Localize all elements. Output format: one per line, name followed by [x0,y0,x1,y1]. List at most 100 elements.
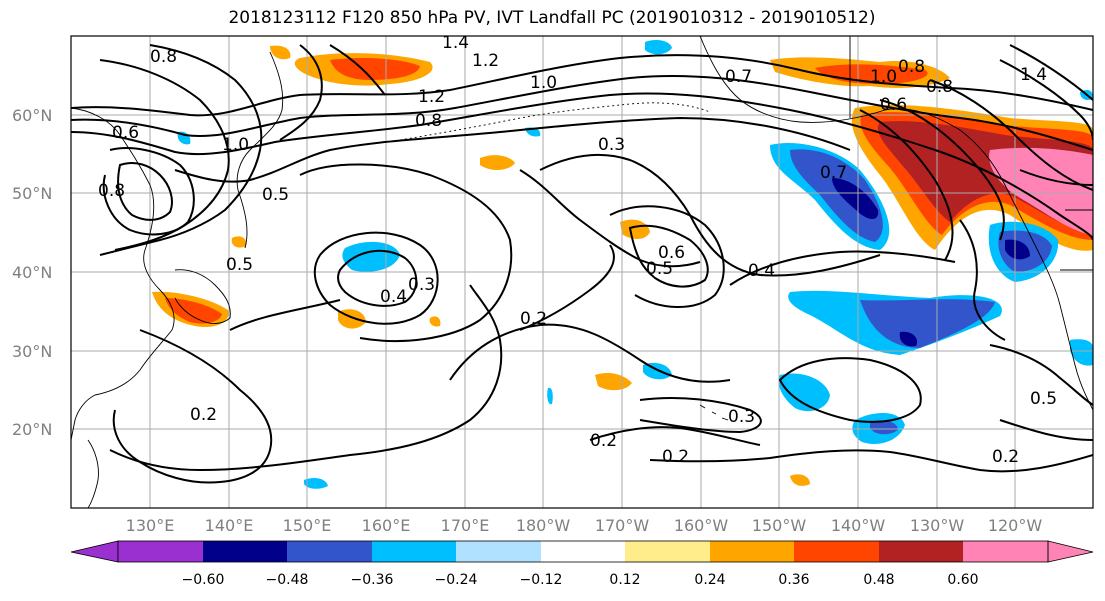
contour-label: 0.5 [262,185,289,205]
contour-label: 1.2 [418,87,445,107]
contour-28 [989,344,1093,406]
contour-label: 0.8 [415,111,442,131]
lon-label: 170°W [595,516,650,535]
contour-label: 0.5 [226,255,253,275]
contour-label: 1.0 [530,73,557,93]
contour-35 [929,79,1093,191]
contour-12 [313,231,439,325]
contour-label: 0.2 [520,309,547,329]
contour-10 [102,147,195,236]
negative-anomaly-small-2 [645,40,672,55]
colorbar-bin [372,541,456,562]
contour-26 [729,250,956,286]
lon-label: 140°W [831,516,886,535]
lon-label: 160°E [362,516,411,535]
contour-1 [71,54,1093,117]
colorbar: −0.60 −0.48 −0.36 −0.24 −0.12 0.12 0.24 … [70,540,1094,588]
negative-anomaly-gulf-alaska-mid [790,149,883,242]
contour-label: 0.3 [728,407,755,427]
map-frame [70,35,1094,509]
contour-11 [336,249,418,307]
colorbar-bin [456,541,541,562]
lat-label-40n: 40°N [12,263,52,282]
coastline-asia [71,107,175,441]
contour-label: 0.7 [725,67,752,87]
contour-21 [539,153,881,277]
lat-label-30n: 30°N [12,342,52,361]
contour-label: 0.5 [646,259,673,279]
colorbar-tick: −0.12 [520,572,563,588]
negative-anomaly-small-5 [304,478,328,489]
pv-contours [71,44,1093,484]
contour-labels: 0.8 1.4 1.2 1.0 0.7 1.0 0.8 1.4 0.6 1.0 … [98,33,1057,467]
contour-5 [99,44,263,256]
lon-label: 160°W [674,516,729,535]
colorbar-tick: 0.12 [609,572,640,588]
lon-label: 170°E [441,516,490,535]
colorbar-tick: −0.24 [435,572,478,588]
figure-title: 2018123112 F120 850 hPa PV, IVT Landfall… [228,8,876,28]
colorbar-bin [625,541,710,562]
contour-8 [329,44,386,96]
colorbar-tick: 0.48 [863,572,894,588]
contour-7 [279,44,323,141]
contour-16 [109,284,503,472]
negative-anomaly-gulf-alaska-core [832,178,879,219]
colorbar-bin [118,541,203,562]
colorbar-tick: −0.48 [266,572,309,588]
lon-label: 150°E [283,516,332,535]
colorbar-frame [117,540,1049,563]
contour-label: 0.2 [190,405,217,425]
positive-anomaly-small-2 [620,219,650,239]
contour-19 [639,397,762,434]
colorbar-bin [963,541,1048,562]
border-canada [849,36,1093,271]
contour-label: 0.4 [380,287,407,307]
lon-label: 120°W [988,516,1043,535]
contour-22 [519,169,701,268]
lat-label-50n: 50°N [12,184,52,203]
contour-13 [299,163,513,342]
contour-label: 0.8 [150,47,177,67]
colorbar-bin [203,541,287,562]
coastline-hawaii [699,404,729,421]
longitude-labels: 130°E 140°E 150°E 160°E 170°E 180°W 170°… [126,516,1043,535]
positive-anomaly-small-1 [480,155,515,171]
contour-label: 1.4 [1020,65,1047,85]
contour-label: 0.2 [590,431,617,451]
contour-23 [628,224,709,288]
colorbar-bin [541,541,625,562]
contour-label: 0.2 [992,447,1019,467]
contour-6 [99,59,230,251]
contour-label: 1.0 [222,135,249,155]
colorbar-tick: −0.36 [351,572,394,588]
contour-32 [879,99,1005,241]
colorbar-tick: 0.36 [778,572,809,588]
contour-20 [649,449,1093,473]
contour-30 [999,419,1093,441]
colorbar-tick: 0.60 [947,572,978,588]
colorbar-bin [879,541,963,562]
gridlines [71,36,1093,508]
colorbar-tick: −0.60 [182,572,225,588]
lat-label-20n: 20°N [12,420,52,439]
positive-anomaly-small-8 [429,316,441,327]
contour-17 [449,323,731,383]
colorbar-bin [287,541,372,562]
contour-label: 0.5 [1030,389,1057,409]
positive-anomaly-small-6 [270,45,291,60]
contour-33 [999,59,1093,141]
contour-label: 0.7 [820,163,847,183]
lon-label: 180°W [516,516,571,535]
negative-anomaly-midsouth [778,373,830,412]
colorbar-bin [794,541,879,562]
negative-anomaly-subtropical-mid [860,299,995,348]
contour-label: 1.2 [472,51,499,71]
coastline-alaska [699,36,1093,411]
contour-24 [609,205,725,308]
coastline-philippines [87,439,99,508]
lon-label: 130°W [910,516,965,535]
positive-anomaly-small-7 [231,236,247,248]
contour-9 [117,162,173,221]
